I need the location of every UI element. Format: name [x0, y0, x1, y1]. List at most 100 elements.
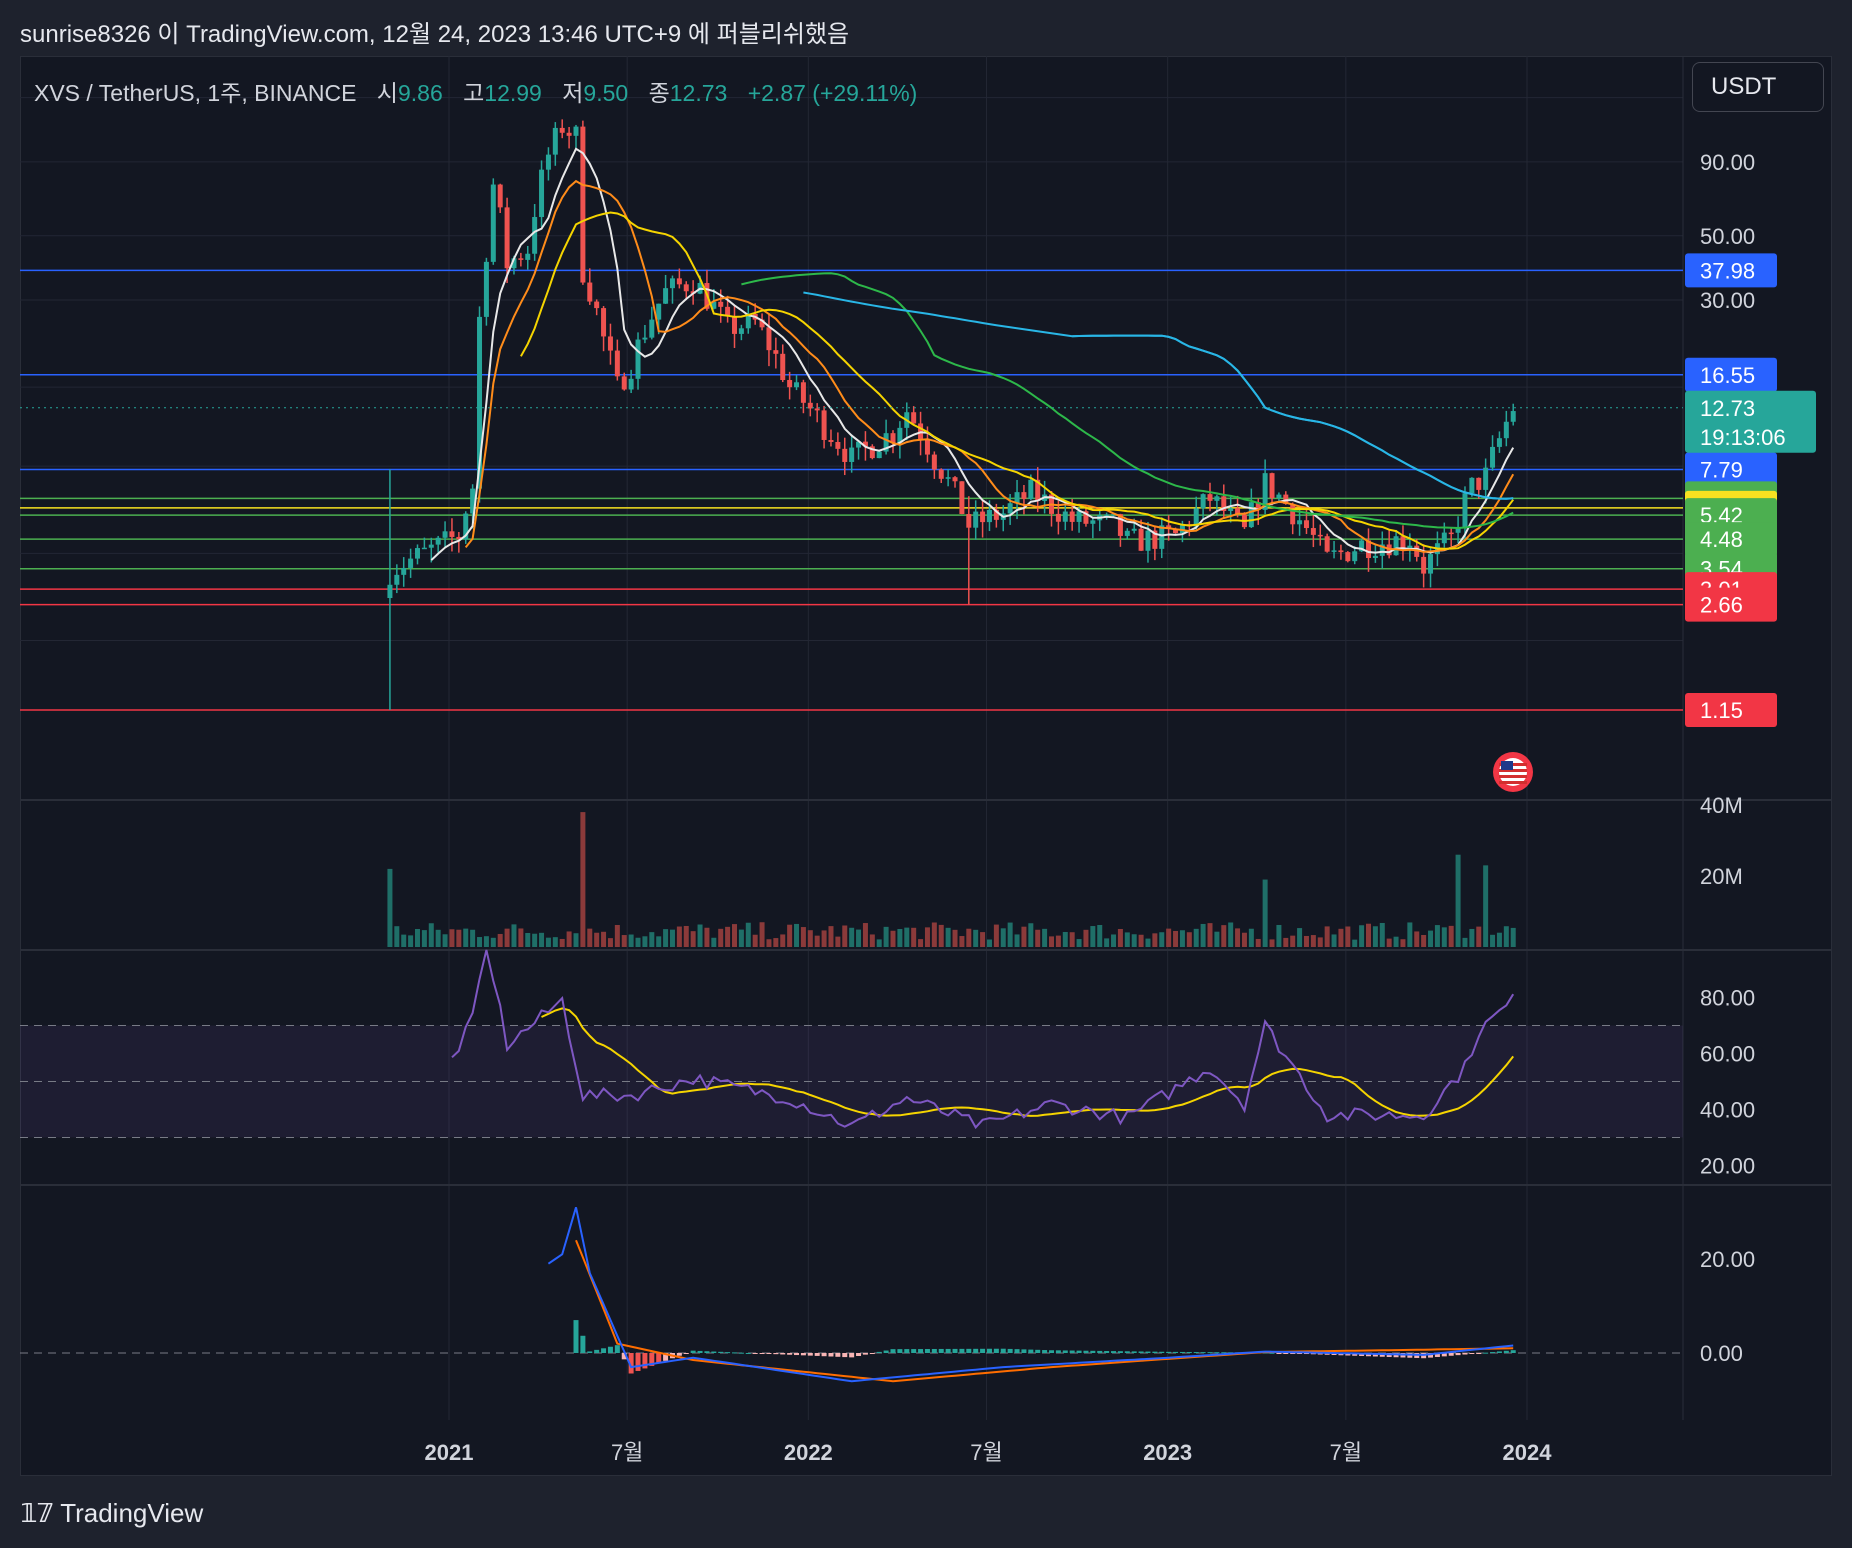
volume-bar: [1345, 926, 1351, 947]
time-axis-tick: 2024: [1503, 1440, 1553, 1465]
candle-body: [952, 477, 958, 482]
macd-histogram-bar: [752, 1353, 758, 1354]
price-level-badge: [1685, 357, 1777, 392]
macd-histogram-bar: [1331, 1353, 1337, 1356]
candle-body: [1007, 503, 1013, 514]
rsi-axis-tick: 80.00: [1700, 986, 1755, 1011]
volume-bar: [1055, 935, 1061, 947]
macd-histogram-bar: [663, 1353, 669, 1361]
volume-bar: [408, 935, 414, 947]
candle-body: [1069, 511, 1075, 522]
candle-body: [876, 451, 882, 459]
candle-body: [1159, 525, 1165, 549]
symbol-label[interactable]: XVS / TetherUS, 1주, BINANCE: [34, 80, 357, 106]
volume-bar: [1462, 937, 1468, 947]
volume-bar: [738, 929, 744, 947]
candle-body: [463, 513, 469, 540]
volume-bars: [387, 812, 1516, 947]
volume-bar: [1338, 928, 1344, 947]
macd-histogram-bar: [1448, 1353, 1454, 1356]
volume-bar: [980, 932, 986, 947]
macd-histogram-bar: [725, 1352, 731, 1354]
macd-histogram-bar: [1490, 1352, 1496, 1354]
candle-body: [559, 127, 565, 133]
candle-body: [1297, 520, 1303, 525]
volume-bar: [442, 934, 448, 947]
candle-body: [1400, 536, 1406, 549]
candle-body: [421, 547, 427, 550]
volume-bar: [587, 928, 593, 947]
candle-body: [842, 448, 848, 462]
publish-caption: sunrise8326 이 TradingView.com, 12월 24, 2…: [20, 21, 850, 48]
macd-histogram-bar: [580, 1335, 586, 1353]
volume-bar: [1400, 939, 1406, 947]
candle-body: [1352, 551, 1358, 562]
volume-bar: [821, 930, 827, 947]
macd-histogram-bar: [594, 1349, 600, 1353]
macd-histogram-bar: [1290, 1353, 1296, 1354]
volume-bar: [856, 929, 862, 947]
candle-body: [1014, 492, 1020, 504]
volume-bar: [1090, 926, 1096, 947]
candle-body: [869, 446, 875, 459]
macd-histogram-bar: [1000, 1348, 1006, 1353]
candle-body: [1331, 550, 1337, 552]
volume-bar: [1014, 934, 1020, 947]
macd-histogram-bar: [911, 1349, 917, 1353]
macd-histogram-bar: [856, 1353, 862, 1357]
volume-bar: [656, 936, 662, 947]
candle-body: [945, 477, 951, 479]
candle-body: [470, 488, 476, 514]
volume-bar: [669, 929, 675, 947]
candle-body: [1276, 494, 1282, 499]
candle-body: [594, 301, 600, 309]
volume-bar: [1214, 931, 1220, 947]
volume-bar: [1152, 933, 1158, 947]
volume-bar: [1421, 934, 1427, 947]
macd-histogram-bar: [1035, 1349, 1041, 1353]
candle-body: [1421, 556, 1427, 574]
macd-histogram-bar: [828, 1353, 834, 1357]
candle-body: [1283, 494, 1289, 504]
time-axis-tick: 7월: [611, 1440, 643, 1465]
volume-bar: [787, 924, 793, 947]
volume-bar: [745, 922, 751, 947]
volume-bar: [414, 929, 420, 947]
volume-bar: [731, 924, 737, 947]
macd-histogram-bar: [959, 1348, 965, 1353]
candle-body: [663, 288, 669, 304]
macd-histogram-bar: [656, 1353, 662, 1364]
candle-body: [1496, 438, 1502, 447]
volume-bar: [387, 868, 393, 947]
price-axis-tick: 50.00: [1700, 224, 1755, 249]
volume-bar: [1166, 928, 1172, 947]
macd-histogram-bar: [1228, 1352, 1234, 1354]
volume-bar: [959, 936, 965, 947]
candle-body: [800, 382, 806, 403]
volume-bar: [973, 929, 979, 947]
volume-bar: [511, 924, 517, 947]
moving-average-line: [741, 272, 1514, 530]
macd-axis-tick: 0.00: [1700, 1341, 1743, 1366]
us-flag-stripe: [1499, 769, 1527, 772]
tradingview-logo[interactable]: 𝟙𝟟 TradingView: [20, 1498, 203, 1529]
price-level-badge-text: 37.98: [1700, 258, 1755, 283]
macd-histogram-bar: [890, 1349, 896, 1353]
time-axis-tick: 2023: [1143, 1440, 1192, 1465]
macd-histogram-bar: [1062, 1350, 1068, 1353]
currency-button[interactable]: USDT: [1692, 62, 1824, 112]
candle-body: [1200, 494, 1206, 509]
macd-histogram-bar: [1269, 1352, 1275, 1354]
volume-bar: [628, 934, 634, 947]
volume-bar: [490, 937, 496, 947]
candle-body: [807, 402, 813, 409]
candle-body: [1338, 550, 1344, 553]
macd-histogram-bar: [807, 1353, 813, 1356]
macd-histogram-bar: [1076, 1350, 1082, 1353]
candle-body: [532, 217, 538, 254]
macd-histogram-bar: [573, 1320, 579, 1353]
candle-body: [580, 126, 586, 283]
low-label: 저: [562, 80, 584, 106]
macd-histogram-bar: [649, 1353, 655, 1366]
